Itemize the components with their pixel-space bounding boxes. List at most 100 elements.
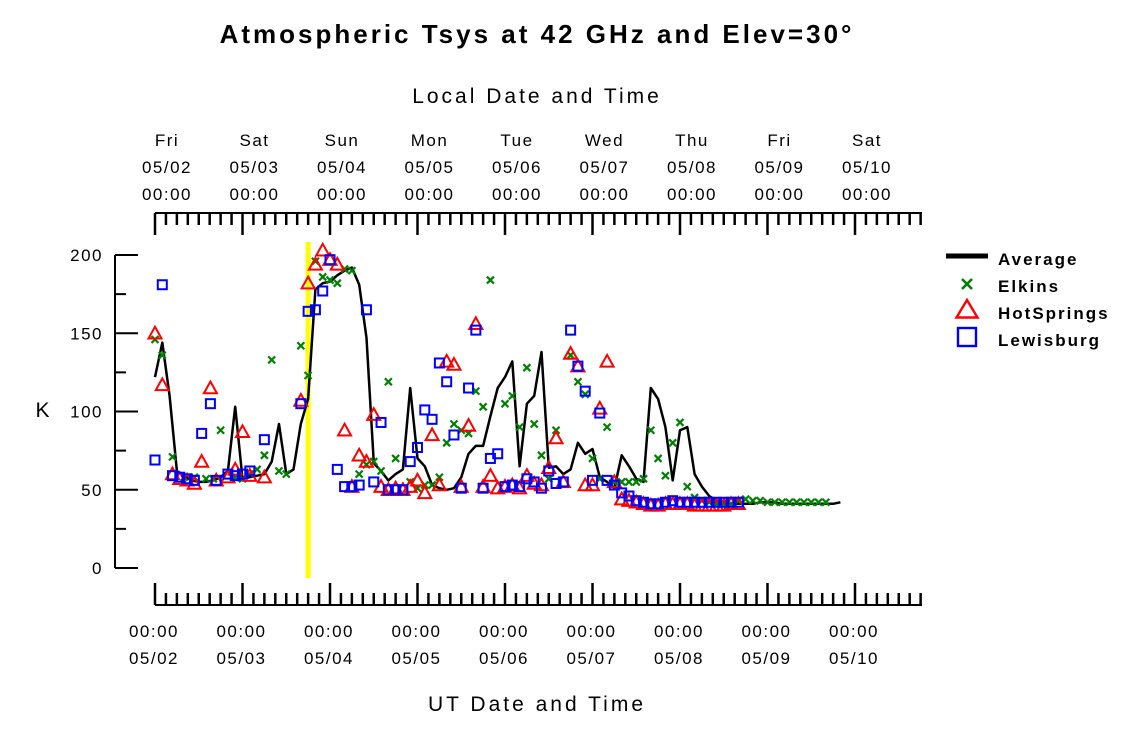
elkins-point	[325, 275, 335, 285]
bottom-tick-time: 00:00	[216, 622, 266, 641]
lewisburg-point	[594, 407, 606, 419]
y-tick-label: 100	[70, 403, 103, 422]
elkins-point	[168, 452, 177, 462]
lewisburg-point	[492, 448, 504, 460]
lewisburg-point	[470, 324, 482, 336]
top-tick-date: 05/04	[317, 158, 367, 177]
lewisburg-point	[616, 487, 628, 499]
bottom-tick-date: 05/02	[129, 649, 179, 668]
lewisburg-point	[499, 481, 511, 493]
elkins-point	[515, 422, 524, 432]
lewisburg-point	[543, 465, 555, 477]
elkins-point	[158, 350, 167, 360]
axes-layer: 0 50 100 150 200 00:00 05/02 00:00 05/03 00:00 05/…	[70, 131, 922, 668]
elkins-point	[821, 497, 831, 507]
bottom-tick-time: 00:00	[479, 622, 529, 641]
elkins-point	[624, 477, 634, 487]
lewisburg-point	[196, 427, 208, 439]
lewisburg-point	[732, 496, 744, 508]
top-tick-time: 00:00	[579, 185, 629, 204]
lewisburg-point	[550, 477, 562, 489]
elkins-point	[814, 497, 823, 507]
elkins-point	[281, 469, 291, 479]
x-axis-title: UT Date and Time	[428, 693, 646, 716]
legend-item-elkins: Elkins	[961, 277, 1058, 296]
elkins-point	[303, 371, 313, 380]
lewisburg-point	[455, 482, 467, 494]
elkins-point	[580, 390, 590, 399]
top-tick-time: 00:00	[667, 185, 717, 204]
top-tick-time: 00:00	[492, 185, 542, 204]
lewisburg-point	[463, 382, 475, 394]
elkins-point	[806, 497, 816, 507]
lewisburg-point	[188, 474, 200, 486]
y-tick-label: 0	[92, 559, 103, 578]
lewisburg-point	[222, 468, 234, 480]
legend-label: Lewisburg	[998, 331, 1101, 350]
hotsprings-point	[482, 467, 499, 482]
series-lewisburg	[149, 254, 744, 510]
lewisburg-point	[174, 471, 186, 483]
elkins-point	[391, 454, 400, 463]
top-tick-day: Tue	[500, 131, 533, 150]
lewisburg-point	[426, 413, 438, 425]
chart-title: Atmospheric Tsys at 42 GHz and Elev=30°	[220, 19, 855, 49]
lewisburg-point	[412, 441, 423, 453]
hotsprings-point	[358, 453, 375, 468]
hotsprings-point	[202, 379, 219, 395]
hotsprings-point	[431, 476, 448, 492]
lewisburg-point	[681, 496, 693, 508]
elkins-point	[785, 497, 794, 507]
lewisburg-point	[397, 484, 409, 496]
lewisburg-point	[390, 484, 402, 496]
elkins-point	[573, 377, 583, 387]
lewisburg-point	[667, 495, 679, 507]
elkins-point	[201, 474, 211, 484]
elkins-point	[296, 341, 306, 351]
elkins-point	[675, 418, 685, 427]
elkins-point	[777, 497, 787, 507]
top-tick-time: 00:00	[842, 185, 892, 204]
hotsprings-point	[409, 471, 426, 487]
top-tick-time: 00:00	[142, 185, 192, 204]
hotsprings-point	[336, 421, 353, 437]
top-tick-time: 00:00	[404, 185, 454, 204]
top-tick-day: Sat	[852, 131, 882, 150]
elkins-point	[639, 474, 648, 484]
elkins-point	[384, 377, 393, 387]
lewisburg-point	[258, 434, 270, 446]
lewisburg-point	[167, 470, 178, 482]
legend-label: Average	[998, 250, 1078, 269]
elkins-point	[770, 497, 780, 507]
bottom-tick-date: 05/03	[216, 649, 266, 668]
lewisburg-point	[353, 479, 365, 491]
hotsprings-point	[299, 274, 317, 290]
hotsprings-point	[416, 484, 433, 500]
lewisburg-point	[404, 456, 416, 468]
hotsprings-point	[350, 446, 368, 462]
elkins-point	[354, 469, 364, 479]
bottom-tick-time: 00:00	[304, 622, 354, 641]
lewisburg-point	[382, 484, 394, 496]
legend-swatch	[954, 297, 980, 319]
lewisburg-point	[339, 481, 351, 493]
lewisburg-point	[244, 465, 256, 477]
top-tick-day: Sat	[239, 131, 269, 150]
top-tick-date: 05/09	[754, 158, 804, 177]
bottom-tick-date: 05/06	[479, 649, 529, 668]
hotsprings-point	[547, 429, 565, 445]
top-tick-date: 05/03	[229, 158, 279, 177]
lewisburg-point	[608, 479, 620, 491]
bottom-tick-date: 05/04	[304, 649, 354, 668]
y-tick-label: 50	[81, 481, 103, 500]
elkins-point	[661, 471, 670, 480]
hotsprings-point	[154, 376, 171, 392]
lewisburg-point	[368, 476, 380, 488]
series-layer	[146, 241, 841, 512]
top-tick-time: 00:00	[754, 185, 804, 204]
hotsprings-point	[314, 241, 331, 257]
elkins-point	[668, 438, 677, 448]
lewisburg-point	[441, 376, 453, 388]
